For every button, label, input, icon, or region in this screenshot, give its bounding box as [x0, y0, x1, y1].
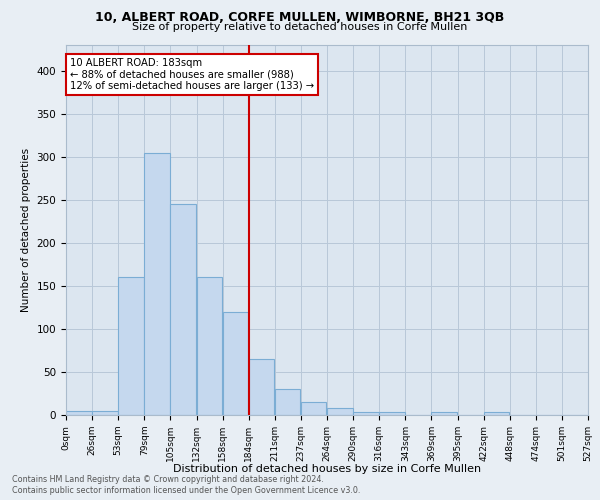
- Text: Contains HM Land Registry data © Crown copyright and database right 2024.: Contains HM Land Registry data © Crown c…: [12, 475, 324, 484]
- Bar: [66, 410, 92, 415]
- Bar: [275, 389, 301, 415]
- Bar: [353, 412, 379, 415]
- Bar: [92, 410, 118, 415]
- Text: Size of property relative to detached houses in Corfe Mullen: Size of property relative to detached ho…: [133, 22, 467, 32]
- Bar: [431, 412, 457, 415]
- Y-axis label: Number of detached properties: Number of detached properties: [21, 148, 31, 312]
- Bar: [301, 402, 326, 415]
- Text: Contains public sector information licensed under the Open Government Licence v3: Contains public sector information licen…: [12, 486, 361, 495]
- Text: 10 ALBERT ROAD: 183sqm
← 88% of detached houses are smaller (988)
12% of semi-de: 10 ALBERT ROAD: 183sqm ← 88% of detached…: [70, 58, 314, 91]
- Bar: [484, 412, 509, 415]
- Bar: [249, 359, 274, 415]
- Bar: [379, 412, 405, 415]
- Bar: [170, 204, 196, 415]
- Bar: [327, 408, 353, 415]
- Bar: [197, 278, 222, 415]
- Text: 10, ALBERT ROAD, CORFE MULLEN, WIMBORNE, BH21 3QB: 10, ALBERT ROAD, CORFE MULLEN, WIMBORNE,…: [95, 11, 505, 24]
- Bar: [223, 312, 248, 415]
- Bar: [145, 152, 170, 415]
- Bar: [118, 278, 144, 415]
- X-axis label: Distribution of detached houses by size in Corfe Mullen: Distribution of detached houses by size …: [173, 464, 481, 474]
